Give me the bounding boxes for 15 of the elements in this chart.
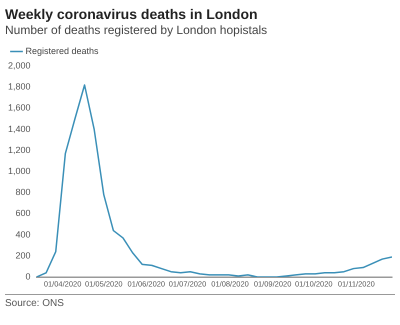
y-tick-label: 600 <box>15 208 31 218</box>
source-note: Source: ONS <box>5 294 395 309</box>
y-tick-label: 800 <box>15 187 31 198</box>
y-tick-label: 2,000 <box>8 60 31 70</box>
y-tick-label: 1,200 <box>8 144 31 155</box>
y-tick-label: 0 <box>26 271 31 282</box>
y-tick-label: 400 <box>15 229 31 240</box>
y-tick-label: 1,600 <box>8 102 31 113</box>
chart-title: Weekly coronavirus deaths in London <box>5 6 259 22</box>
y-tick-label: 1,800 <box>8 82 31 92</box>
chart-subtitle: Number of deaths registered by London hopistals <box>5 23 268 37</box>
y-tick-label: 1,000 <box>8 166 31 176</box>
y-tick-label: 200 <box>15 250 31 260</box>
legend-label: Registered deaths <box>26 46 100 56</box>
y-tick-label: 1,400 <box>8 124 31 134</box>
